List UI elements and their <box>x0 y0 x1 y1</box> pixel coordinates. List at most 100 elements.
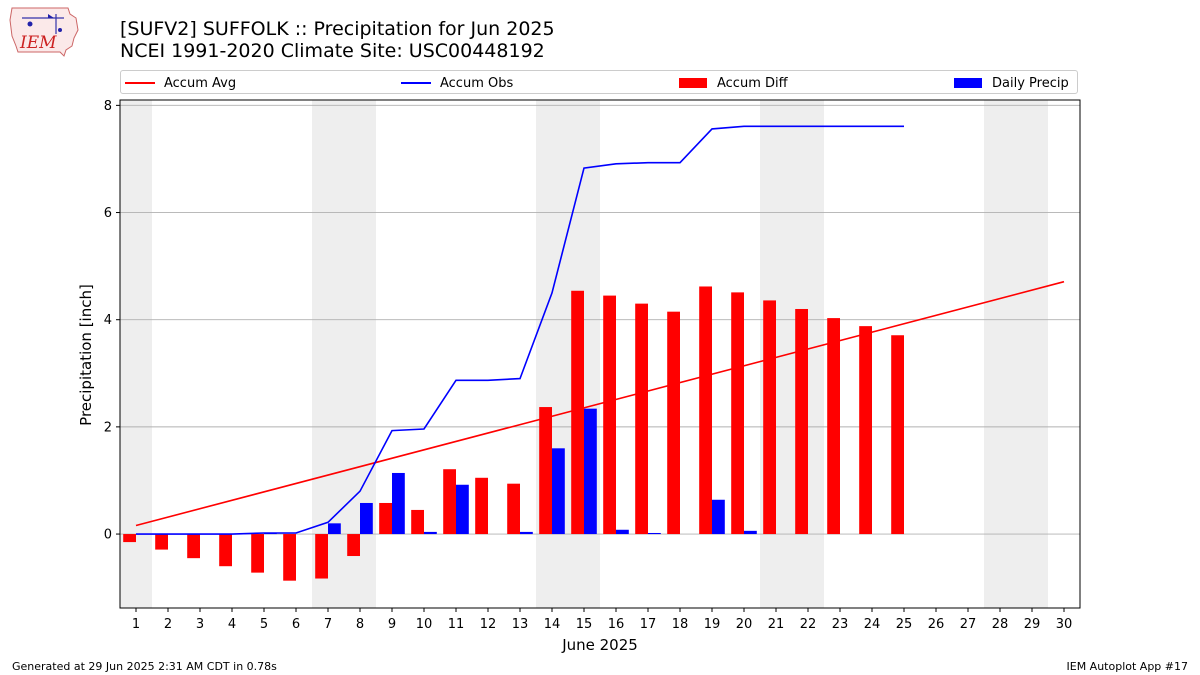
daily-precip-bar-day-8 <box>360 502 373 535</box>
legend-swatch-daily-precip <box>954 78 982 88</box>
y-tick-label-4: 4 <box>104 313 112 328</box>
x-tick-label-21: 21 <box>768 617 785 632</box>
daily-precip-bar-day-17 <box>648 532 661 535</box>
chart-subtitle: NCEI 1991-2020 Climate Site: USC00448192 <box>120 40 545 62</box>
x-tick-label-12: 12 <box>480 617 497 632</box>
accum-diff-bar-day-12 <box>475 477 488 535</box>
x-tick-label-8: 8 <box>356 617 364 632</box>
legend: Accum Avg Accum Obs Accum Diff Daily Pre… <box>120 70 1078 94</box>
accum-diff-bar-day-3 <box>187 534 200 559</box>
legend-item-accum-diff: Accum Diff <box>679 71 788 95</box>
accum-diff-bar-day-10 <box>411 509 424 535</box>
y-tick-label-6: 6 <box>104 206 112 221</box>
daily-precip-bar-day-15 <box>584 408 597 535</box>
x-tick-label-27: 27 <box>960 617 977 632</box>
y-axis-title: Precipitation [inch] <box>77 284 95 426</box>
daily-precip-bar-day-9 <box>392 472 405 535</box>
x-tick-label-22: 22 <box>800 617 817 632</box>
x-tick-label-23: 23 <box>832 617 849 632</box>
accum-diff-bar-day-6 <box>283 534 296 581</box>
footer-generated-text: Generated at 29 Jun 2025 2:31 AM CDT in … <box>12 660 277 673</box>
accum-diff-bar-day-13 <box>507 483 520 535</box>
legend-swatch-accum-diff <box>679 78 707 88</box>
accum-diff-bar-day-19 <box>699 286 712 535</box>
weekend-band-0 <box>120 100 152 608</box>
legend-label-accum-avg: Accum Avg <box>164 75 237 91</box>
accum-diff-bar-day-5 <box>251 534 264 573</box>
x-tick-label-4: 4 <box>228 617 236 632</box>
accum-diff-bar-day-15 <box>571 290 584 535</box>
daily-precip-bar-day-13 <box>520 531 533 535</box>
accum-diff-bar-day-17 <box>635 303 648 535</box>
accum-diff-bar-day-21 <box>763 300 776 535</box>
x-tick-label-29: 29 <box>1024 617 1041 632</box>
x-tick-label-2: 2 <box>164 617 172 632</box>
daily-precip-bar-day-16 <box>616 529 629 535</box>
logo-text: IEM <box>19 33 57 53</box>
x-tick-label-20: 20 <box>736 617 753 632</box>
accum-obs-line <box>136 125 904 535</box>
accum-diff-bar-day-20 <box>731 292 744 535</box>
accum-avg-line <box>135 280 1065 527</box>
legend-label-accum-obs: Accum Obs <box>440 75 514 91</box>
accum-diff-bar-day-16 <box>603 295 616 535</box>
x-tick-label-9: 9 <box>388 617 396 632</box>
x-tick-label-1: 1 <box>132 617 140 632</box>
legend-swatch-accum-obs <box>401 82 431 84</box>
x-tick-label-30: 30 <box>1056 617 1073 632</box>
plot-frame <box>119 99 1081 609</box>
footer-app-label: IEM Autoplot App #17 <box>1066 660 1189 673</box>
accum-diff-bar-day-22 <box>795 308 808 535</box>
x-tick-label-7: 7 <box>324 617 332 632</box>
accum-diff-bar-day-2 <box>155 534 168 550</box>
accum-diff-bar-day-9 <box>379 502 392 535</box>
accum-diff-bar-day-14 <box>539 407 552 535</box>
x-tick-label-11: 11 <box>448 617 465 632</box>
x-tick-label-3: 3 <box>196 617 204 632</box>
x-tick-label-15: 15 <box>576 617 593 632</box>
x-tick-label-14: 14 <box>544 617 561 632</box>
x-tick-label-13: 13 <box>512 617 529 632</box>
accum-diff-bar-day-4 <box>219 534 232 567</box>
x-tick-label-24: 24 <box>864 617 881 632</box>
legend-item-daily-precip: Daily Precip <box>954 71 1069 95</box>
x-axis-title: June 2025 <box>562 636 638 654</box>
x-tick-label-18: 18 <box>672 617 689 632</box>
chart-title: [SUFV2] SUFFOLK :: Precipitation for Jun… <box>120 18 555 40</box>
x-tick-label-25: 25 <box>896 617 913 632</box>
y-tick-label-8: 8 <box>104 99 112 114</box>
daily-precip-bar-day-11 <box>456 484 469 535</box>
x-tick-label-19: 19 <box>704 617 721 632</box>
accum-diff-bar-day-25 <box>891 335 904 535</box>
accum-diff-bar-day-23 <box>827 318 840 535</box>
accum-diff-bar-day-8 <box>347 534 360 557</box>
daily-precip-bar-day-20 <box>744 530 757 535</box>
accum-diff-bar-day-18 <box>667 311 680 535</box>
legend-label-accum-diff: Accum Diff <box>717 75 788 91</box>
y-tick-label-2: 2 <box>104 420 112 435</box>
legend-label-daily-precip: Daily Precip <box>992 75 1069 91</box>
daily-precip-bar-day-10 <box>424 531 437 535</box>
legend-item-accum-avg: Accum Avg <box>125 71 236 95</box>
x-tick-label-26: 26 <box>928 617 945 632</box>
x-tick-label-17: 17 <box>640 617 657 632</box>
daily-precip-bar-day-7 <box>328 523 341 535</box>
accum-diff-bar-day-7 <box>315 534 328 579</box>
x-tick-label-28: 28 <box>992 617 1009 632</box>
daily-precip-bar-day-14 <box>552 448 565 535</box>
iem-logo[interactable]: IEM <box>8 6 80 60</box>
x-tick-label-10: 10 <box>416 617 433 632</box>
weekend-band-4 <box>984 100 1048 608</box>
y-tick-label-0: 0 <box>104 528 112 543</box>
iem-logo-graphic: IEM <box>9 7 79 57</box>
legend-item-accum-obs: Accum Obs <box>401 71 513 95</box>
daily-precip-bar-day-19 <box>712 499 725 535</box>
accum-diff-bar-day-24 <box>859 326 872 535</box>
x-tick-label-6: 6 <box>292 617 300 632</box>
accum-diff-bar-day-1 <box>123 534 136 543</box>
accum-diff-bar-day-11 <box>443 469 456 535</box>
x-tick-label-16: 16 <box>608 617 625 632</box>
legend-swatch-accum-avg <box>125 82 155 84</box>
x-tick-label-5: 5 <box>260 617 268 632</box>
